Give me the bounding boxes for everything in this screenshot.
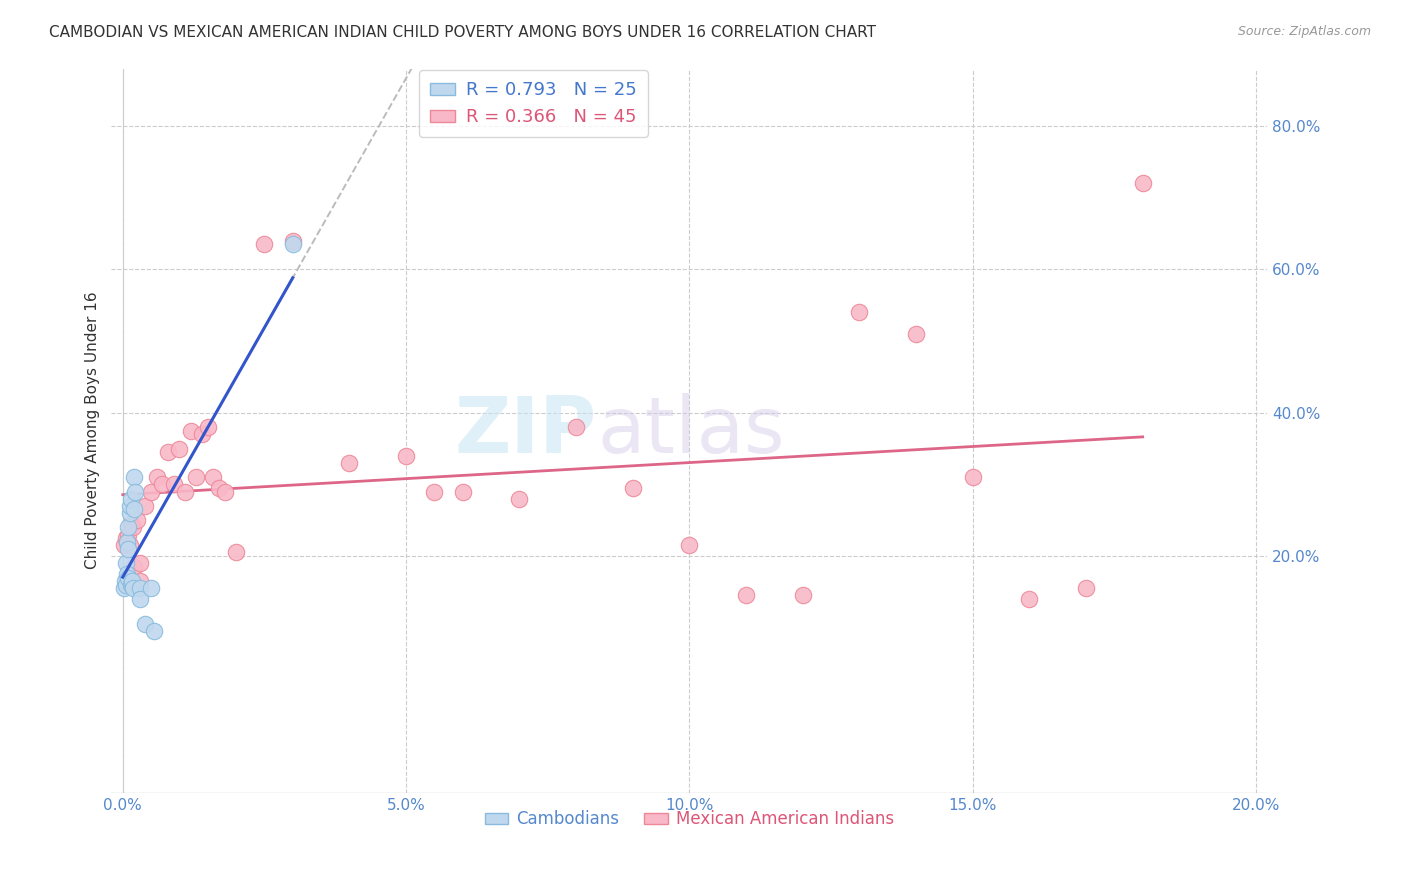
Point	[152, 477, 174, 491]
Point	[120, 578, 142, 592]
Point	[197, 420, 219, 434]
Point	[163, 477, 186, 491]
Point	[423, 484, 446, 499]
Point	[122, 470, 145, 484]
Point	[214, 484, 236, 499]
Text: CAMBODIAN VS MEXICAN AMERICAN INDIAN CHILD POVERTY AMONG BOYS UNDER 16 CORRELATI: CAMBODIAN VS MEXICAN AMERICAN INDIAN CHI…	[49, 25, 876, 40]
Point	[139, 484, 162, 499]
Point	[114, 574, 136, 589]
Point	[121, 578, 143, 592]
Point	[122, 582, 145, 596]
Point	[202, 470, 225, 484]
Text: Source: ZipAtlas.com: Source: ZipAtlas.com	[1237, 25, 1371, 38]
Point	[678, 538, 700, 552]
Point	[117, 534, 139, 549]
Point	[115, 534, 138, 549]
Point	[128, 582, 150, 596]
Point	[208, 481, 231, 495]
Point	[124, 484, 146, 499]
Point	[128, 574, 150, 589]
Point	[621, 481, 644, 495]
Point	[128, 592, 150, 607]
Point	[962, 470, 984, 484]
Point	[117, 520, 139, 534]
Point	[117, 541, 139, 556]
Point	[174, 484, 197, 499]
Point	[112, 582, 135, 596]
Point	[114, 578, 136, 592]
Point	[134, 617, 156, 632]
Point	[186, 470, 208, 484]
Point	[157, 445, 180, 459]
Legend: Cambodians, Mexican American Indians: Cambodians, Mexican American Indians	[478, 804, 901, 835]
Point	[142, 624, 165, 639]
Point	[139, 582, 162, 596]
Point	[134, 499, 156, 513]
Point	[117, 527, 139, 541]
Point	[118, 506, 141, 520]
Point	[565, 420, 588, 434]
Point	[508, 491, 530, 506]
Point	[180, 424, 202, 438]
Point	[1132, 176, 1154, 190]
Point	[114, 531, 136, 545]
Point	[735, 589, 758, 603]
Point	[225, 545, 247, 559]
Point	[339, 456, 361, 470]
Point	[122, 502, 145, 516]
Point	[451, 484, 474, 499]
Point	[118, 538, 141, 552]
Point	[905, 326, 928, 341]
Point	[115, 566, 138, 581]
Point	[115, 556, 138, 570]
Point	[253, 237, 276, 252]
Point	[120, 516, 142, 531]
Point	[145, 470, 167, 484]
Y-axis label: Child Poverty Among Boys Under 16: Child Poverty Among Boys Under 16	[86, 292, 100, 569]
Point	[281, 237, 304, 252]
Point	[281, 234, 304, 248]
Point	[125, 513, 148, 527]
Point	[848, 305, 870, 319]
Point	[117, 570, 139, 584]
Text: ZIP: ZIP	[454, 392, 598, 468]
Point	[191, 427, 214, 442]
Point	[1018, 592, 1040, 607]
Point	[120, 499, 142, 513]
Point	[122, 559, 145, 574]
Point	[121, 574, 143, 589]
Point	[114, 538, 136, 552]
Point	[128, 556, 150, 570]
Point	[395, 449, 418, 463]
Point	[120, 491, 142, 506]
Point	[169, 442, 191, 456]
Point	[1074, 582, 1097, 596]
Text: atlas: atlas	[598, 392, 785, 468]
Point	[792, 589, 814, 603]
Point	[122, 520, 145, 534]
